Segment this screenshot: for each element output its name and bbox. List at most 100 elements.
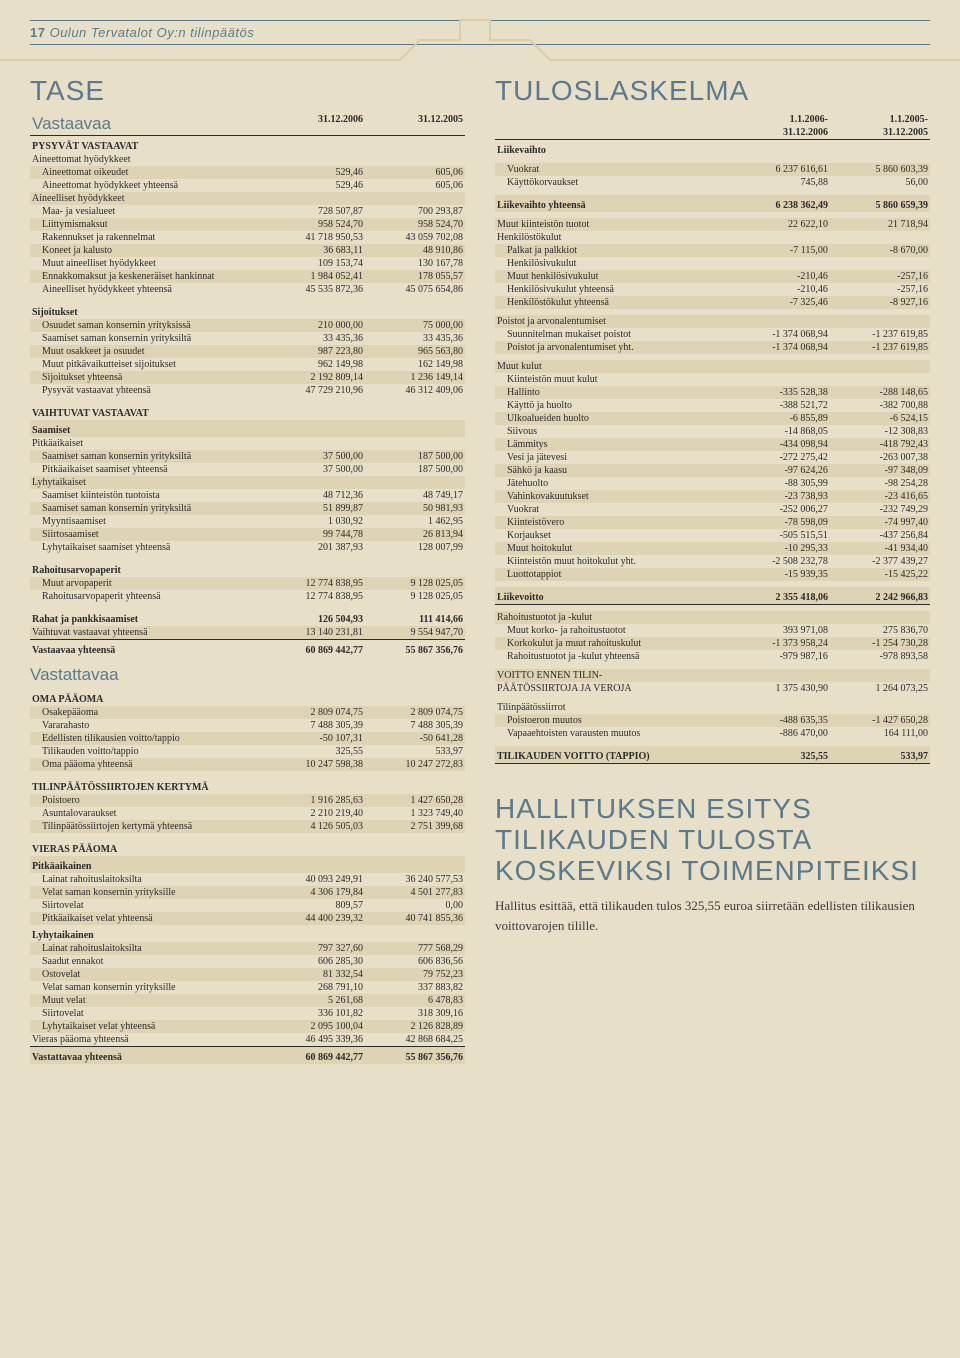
row-value-2005 (365, 856, 465, 873)
table-row: Edellisten tilikausien voitto/tappio-50 … (30, 732, 465, 745)
row-label: Jätehuolto (495, 477, 730, 490)
row-label: Ulkoalueiden huolto (495, 412, 730, 425)
row-value-2006: 7 488 305,39 (265, 719, 365, 732)
table-row: Saadut ennakot606 285,30606 836,56 (30, 955, 465, 968)
row-label: Vaihtuvat vastaavat yhteensä (30, 626, 265, 640)
row-value-2006 (265, 302, 365, 319)
row-label: Pitkäaikainen (30, 856, 265, 873)
row-value-2005: 5 860 659,39 (830, 195, 930, 212)
row-value-2005 (830, 373, 930, 386)
row-value-2005: 533,97 (830, 746, 930, 764)
board-proposal: HALLITUKSEN ESITYS TILIKAUDEN TULOSTA KO… (495, 794, 930, 935)
row-value-2006 (265, 689, 365, 706)
row-value-2005: -263 007,38 (830, 451, 930, 464)
row-label: Osuudet saman konsernin yrityksissä (30, 319, 265, 332)
row-label: Korjaukset (495, 529, 730, 542)
table-row: Vastaavaa yhteensä60 869 442,7755 867 35… (30, 640, 465, 658)
row-value-2006: -1 374 068,94 (730, 341, 830, 354)
row-value-2005: 46 312 409,06 (365, 384, 465, 397)
row-value-2006: -78 598,09 (730, 516, 830, 529)
row-label: Muut henkilösivukulut (495, 270, 730, 283)
table-row: Luottotappiot-15 939,35-15 425,22 (495, 568, 930, 581)
row-label: Saamiset saman konsernin yrityksiltä (30, 502, 265, 515)
row-value-2006: 745,88 (730, 176, 830, 189)
row-value-2006 (730, 257, 830, 270)
row-value-2006: 268 791,10 (265, 981, 365, 994)
row-value-2005: 36 240 577,53 (365, 873, 465, 886)
row-value-2005 (830, 231, 930, 244)
row-value-2005 (365, 560, 465, 577)
row-value-2006 (730, 701, 830, 714)
tase-vastaavaa-table: Vastaavaa 31.12.2006 31.12.2005 PYSYVÄT … (30, 113, 465, 657)
table-row: Rakennukset ja rakennelmat41 718 950,534… (30, 231, 465, 244)
row-value-2006: 393 971,08 (730, 624, 830, 637)
table-row: OMA PÄÄOMA (30, 689, 465, 706)
row-value-2005: 1 462,95 (365, 515, 465, 528)
table-row: Muut kiinteistön tuotot22 622,1021 718,9… (495, 218, 930, 231)
table-row: Pysyvät vastaavat yhteensä47 729 210,964… (30, 384, 465, 397)
table-row: Aineelliset hyödykkeet (30, 192, 465, 205)
row-value-2006 (265, 437, 365, 450)
row-label: Muut hoitokulut (495, 542, 730, 555)
row-value-2006: -15 939,35 (730, 568, 830, 581)
row-value-2006: -979 987,16 (730, 650, 830, 663)
row-label: Lyhytaikainen (30, 925, 265, 942)
row-value-2005: 187 500,00 (365, 450, 465, 463)
table-row: Saamiset saman konsernin yrityksiltä37 5… (30, 450, 465, 463)
table-row: Rahoitusarvopaperit yhteensä12 774 838,9… (30, 590, 465, 603)
row-value-2005: 700 293,87 (365, 205, 465, 218)
row-value-2005: 1 427 650,28 (365, 794, 465, 807)
row-label: VIERAS PÄÄOMA (30, 839, 265, 856)
row-value-2006: -23 738,93 (730, 490, 830, 503)
row-value-2006: 48 712,36 (265, 489, 365, 502)
row-value-2005 (830, 611, 930, 624)
row-label: Lyhytaikaiset (30, 476, 265, 489)
row-value-2005: 2 751 399,68 (365, 820, 465, 833)
row-value-2005: 318 309,16 (365, 1007, 465, 1020)
row-value-2006: 44 400 239,32 (265, 912, 365, 925)
row-value-2006: 336 101,82 (265, 1007, 365, 1020)
table-row: Rahat ja pankkisaamiset126 504,93111 414… (30, 609, 465, 626)
table-row: Asuntalovaraukset2 210 219,401 323 749,4… (30, 807, 465, 820)
row-value-2006: -210,46 (730, 270, 830, 283)
row-value-2005: -382 700,88 (830, 399, 930, 412)
row-value-2005 (365, 437, 465, 450)
row-value-2006: 958 524,70 (265, 218, 365, 231)
table-row: Saamiset saman konsernin yrityksiltä33 4… (30, 332, 465, 345)
row-value-2005: 275 836,70 (830, 624, 930, 637)
row-value-2006: 46 495 339,36 (265, 1033, 365, 1047)
table-row: Rahoitusarvopaperit (30, 560, 465, 577)
row-label: Lainat rahoituslaitoksilta (30, 873, 265, 886)
table-row: Henkilöstökulut yhteensä-7 325,46-8 927,… (495, 296, 930, 309)
table-row: Ulkoalueiden huolto-6 855,89-6 524,15 (495, 412, 930, 425)
row-label: Velat saman konsernin yrityksille (30, 886, 265, 899)
table-row: Käyttökorvaukset745,8856,00 (495, 176, 930, 189)
row-label: Sijoitukset yhteensä (30, 371, 265, 384)
row-value-2005: 50 981,93 (365, 502, 465, 515)
row-value-2006 (730, 373, 830, 386)
row-value-2006: 2 192 809,14 (265, 371, 365, 384)
row-label: Henkilösivukulut yhteensä (495, 283, 730, 296)
row-label: Pysyvät vastaavat yhteensä (30, 384, 265, 397)
row-value-2005: 56,00 (830, 176, 930, 189)
row-value-2006: 797 327,60 (265, 942, 365, 955)
row-value-2006 (265, 403, 365, 420)
row-value-2005 (830, 257, 930, 270)
table-row: Korjaukset-505 515,51-437 256,84 (495, 529, 930, 542)
table-row: Liittymismaksut958 524,70958 524,70 (30, 218, 465, 231)
row-value-2006 (265, 136, 365, 154)
table-row: Myyntisaamiset1 030,921 462,95 (30, 515, 465, 528)
table-row: Rahoitustuotot ja -kulut (495, 611, 930, 624)
row-label: Vuokrat (495, 163, 730, 176)
row-label: Rakennukset ja rakennelmat (30, 231, 265, 244)
row-value-2006: 2 809 074,75 (265, 706, 365, 719)
table-row: Poistot ja arvonalentumiset yht.-1 374 0… (495, 341, 930, 354)
table-row: Sähkö ja kaasu-97 624,26-97 348,09 (495, 464, 930, 477)
table-row: Pitkäaikaiset velat yhteensä44 400 239,3… (30, 912, 465, 925)
table-row: Rahoitustuotot ja -kulut yhteensä-979 98… (495, 650, 930, 663)
row-label: PÄÄTÖSSIIRTOJA JA VEROJA (495, 682, 730, 695)
table-row: Tilikauden voitto/tappio325,55533,97 (30, 745, 465, 758)
row-value-2006: 99 744,78 (265, 528, 365, 541)
row-label: Muut arvopaperit (30, 577, 265, 590)
row-label: Saamiset (30, 420, 265, 437)
